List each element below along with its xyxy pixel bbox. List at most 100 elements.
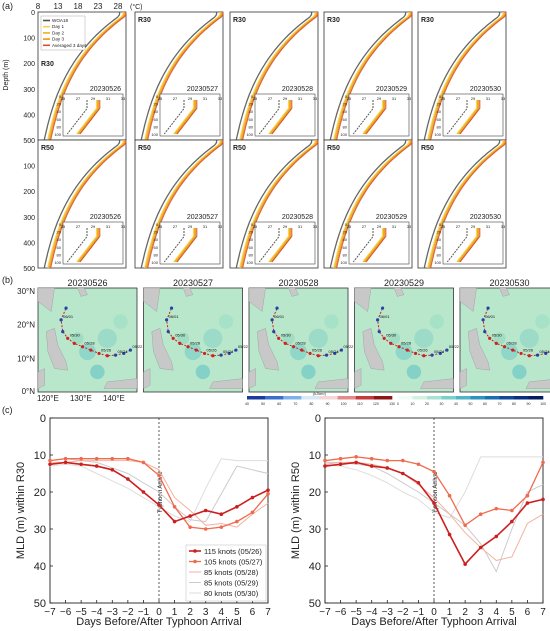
mld-data-point xyxy=(172,519,177,524)
legend-entry: 105 knots (05/27) xyxy=(204,558,263,567)
inset-profile-line xyxy=(174,228,195,263)
land-area xyxy=(143,368,151,389)
land-area xyxy=(248,287,266,312)
inset-x-tick: 29 xyxy=(283,96,288,101)
inset-x-tick: 29 xyxy=(377,224,382,229)
track-point xyxy=(272,330,276,334)
x-tick-label: 7 xyxy=(540,607,546,618)
temperature-profile-line xyxy=(239,139,316,269)
colorbar-tick: 10 xyxy=(411,402,415,406)
y-tick-label: 0 xyxy=(40,413,46,425)
date-label: 20230527 xyxy=(187,214,218,221)
track-date-label: 05/28 xyxy=(401,341,412,346)
depth-tick-label: 400 xyxy=(23,240,35,247)
inset-x-tick: 31 xyxy=(106,96,111,101)
temperature-profile-line xyxy=(242,139,319,269)
inset-y-tick: 100 xyxy=(54,132,61,137)
profile-panel: R50 20230530 25 27 29 31 33 0 20 40 60 80 100 xyxy=(417,139,507,269)
inset-profile-line xyxy=(457,100,478,135)
y-tick-label: 50 xyxy=(34,598,46,610)
heat-patch xyxy=(324,314,339,329)
track-point xyxy=(128,348,132,352)
track-date-label: 05/30 xyxy=(492,332,503,337)
inset-profile-line xyxy=(258,100,280,135)
temperature-profile-line xyxy=(240,11,317,141)
inset-profile-line xyxy=(78,228,100,263)
inset-y-tick: 60 xyxy=(57,245,62,250)
legend-entry: Day 2 xyxy=(52,30,64,35)
temperature-profile-line xyxy=(47,139,124,269)
track-point xyxy=(502,345,507,349)
colorbar-tick: 60 xyxy=(277,402,281,406)
inset-profile-line xyxy=(258,228,280,263)
inset-y-tick: 40 xyxy=(154,109,159,114)
inset-y-tick: 20 xyxy=(343,102,348,107)
heat-patch xyxy=(493,332,506,345)
mld-data-point xyxy=(157,473,161,478)
temperature-profile-line xyxy=(146,139,223,269)
track-point xyxy=(277,336,281,340)
mld-data-point xyxy=(416,462,421,467)
mld-series-line xyxy=(324,456,543,519)
temp-tick-label: 18 xyxy=(74,2,83,11)
inset-profile-line xyxy=(79,100,101,135)
inset-x-tick: 31 xyxy=(203,96,208,101)
temperature-profile-line xyxy=(140,139,218,269)
inset-y-tick: 40 xyxy=(343,109,348,114)
inset-x-tick: 27 xyxy=(173,96,178,101)
mld-data-point xyxy=(463,523,467,528)
map-frame xyxy=(37,287,138,393)
mld-data-point xyxy=(126,456,130,461)
mld-data-point xyxy=(525,501,530,505)
inset-y-tick: 100 xyxy=(151,132,158,137)
y-tick-label: 10 xyxy=(34,450,46,462)
track-point xyxy=(202,351,207,356)
temp-tick-label: 13 xyxy=(54,2,63,11)
inset-x-tick: 25 xyxy=(347,224,352,229)
mld-data-point xyxy=(385,458,390,463)
temperature-profile-line xyxy=(336,139,413,269)
inset-y-tick: 40 xyxy=(57,237,62,242)
x-tick-label: −7 xyxy=(44,607,56,618)
inset-y-tick: 20 xyxy=(437,230,442,235)
inset-profile-line xyxy=(173,228,194,263)
inset-x-tick: 29 xyxy=(283,224,288,229)
temperature-profile-line xyxy=(329,11,407,141)
land-area xyxy=(151,328,174,371)
mld-data-point xyxy=(323,458,327,463)
depth-tick-label: 400 xyxy=(23,112,35,119)
inset-profile-line xyxy=(363,100,384,135)
depth-tick-label: 300 xyxy=(23,87,35,94)
temperature-profile-line xyxy=(50,139,127,269)
track-date-label: 05/28 xyxy=(190,341,201,346)
temperature-profile-line xyxy=(334,139,411,269)
mld-data-point xyxy=(354,455,358,459)
inset-y-tick: 20 xyxy=(437,102,442,107)
region-label: R30 xyxy=(233,17,246,24)
colorbar-segment xyxy=(470,396,486,400)
inset-x-tick: 29 xyxy=(471,224,476,229)
heat-patch xyxy=(429,314,445,329)
temperature-profile-line xyxy=(429,11,506,141)
temperature-profile-line xyxy=(423,11,501,141)
inset-x-tick: 29 xyxy=(471,96,476,101)
land-area xyxy=(143,287,161,312)
heat-patch xyxy=(97,328,117,348)
inset-profile-line xyxy=(66,100,88,135)
x-tick-label: 5 xyxy=(509,607,515,618)
inset-y-tick: 20 xyxy=(249,102,254,107)
colorbar-segment xyxy=(427,396,442,400)
inset-y-tick: 80 xyxy=(57,124,62,129)
inset-y-tick: 60 xyxy=(154,245,159,250)
track-point xyxy=(339,348,343,352)
date-label: 20230526 xyxy=(90,86,121,93)
inset-profile-line xyxy=(176,228,198,263)
land-area xyxy=(77,287,88,297)
inset-x-tick: 25 xyxy=(441,224,446,229)
inset-profile-line xyxy=(268,100,289,135)
y-tick-label: 30 xyxy=(309,524,321,536)
inset-profile-line xyxy=(365,100,387,135)
land-area xyxy=(209,378,243,389)
